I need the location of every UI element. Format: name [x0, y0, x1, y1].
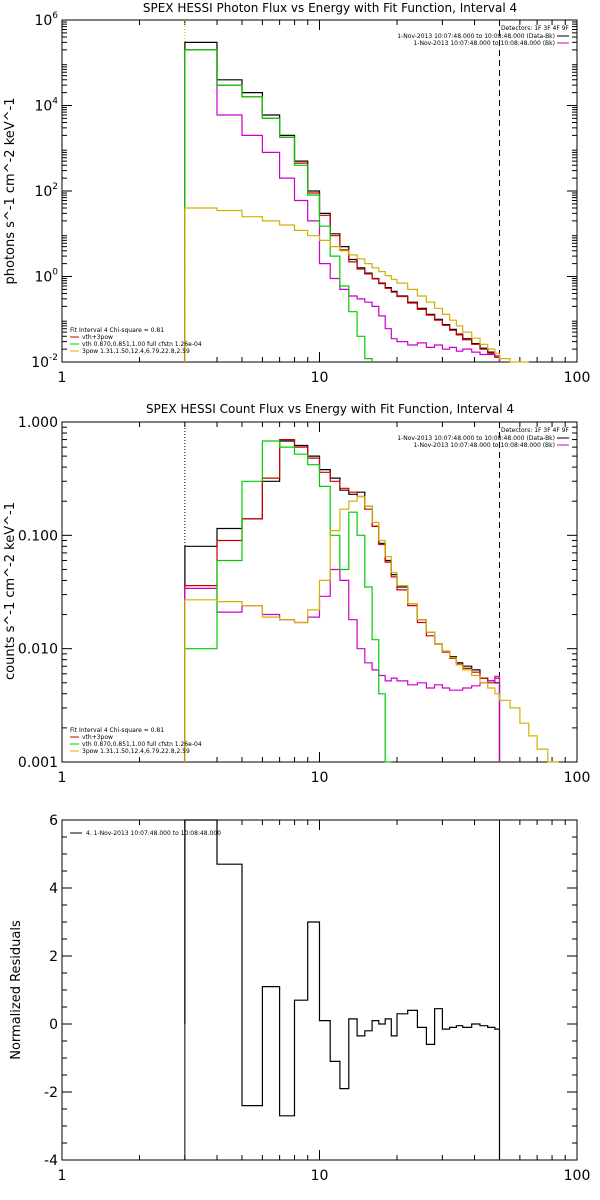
legend-detectors: Detectors: 1F 3F 4F 9F	[501, 25, 570, 32]
x-tick-label: 1	[58, 770, 67, 786]
x-tick-label: 1	[58, 1168, 67, 1184]
x-tick-label: 10	[311, 770, 329, 786]
y-axis-label: counts s^-1 cm^-2 keV^-1	[3, 502, 18, 680]
y-tick-label: 6	[49, 813, 58, 829]
count-flux-panel: SPEX HESSI Count Flux vs Energy with Fit…	[3, 402, 590, 786]
series-line	[184, 495, 559, 763]
y-tick-label: 104	[34, 97, 58, 115]
legend-entry: vth+3pow	[82, 734, 113, 741]
legend-entry: vth+3pow	[82, 334, 113, 341]
series-line	[184, 568, 501, 762]
x-tick-label: 100	[564, 1168, 591, 1184]
legend-entry: 1-Nov-2013 10:07:48.000 to 10:08:48.000 …	[397, 33, 555, 40]
y-tick-label: 10-2	[31, 353, 58, 371]
legend-entry: vth 0.870,0.851,1.00 full cfstn 1.26e-04	[82, 341, 202, 348]
series-line	[184, 49, 501, 362]
y-tick-label: 4	[49, 881, 58, 897]
y-tick-label: 1.000	[18, 415, 58, 431]
legend-fit-header: Fit Interval 4 Chi-square = 0.81	[70, 727, 164, 734]
legend-entry: 3pow 1.31,1.50,12.4,6.79,22.8,2.59	[82, 748, 190, 755]
y-tick-label: 106	[34, 11, 58, 29]
y-tick-label: 102	[34, 182, 58, 200]
residuals-panel: Normalized Residuals 1 10 100 -4 -2 0 2 4 6 4. 1-…	[9, 813, 590, 1184]
series-line	[184, 49, 501, 362]
legend-entry: vth 0.870,0.851,1.00 full cfstn 1.26e-04	[82, 741, 202, 748]
legend-entry: 1-Nov-2013 10:07:48.000 to 10:08:48.000 …	[397, 435, 555, 442]
series-line	[184, 819, 501, 1160]
series-line	[184, 207, 529, 363]
chart-title: SPEX HESSI Count Flux vs Energy with Fit…	[146, 402, 514, 416]
legend-entry: 1-Nov-2013 10:07:48.000 to 10:08:48.000 …	[413, 442, 555, 449]
y-tick-label: 0	[49, 1017, 58, 1033]
series-line	[184, 439, 501, 762]
y-tick-label: 100	[34, 268, 58, 286]
x-tick-label: 1	[58, 370, 67, 386]
legend-entry: 3pow 1.31,1.50,12.4,6.79,22.8,2.59	[82, 348, 190, 355]
y-tick-label: 0.001	[18, 755, 58, 771]
series-line	[184, 440, 392, 763]
y-tick-label: 2	[49, 949, 58, 965]
series-line	[184, 49, 373, 362]
x-tick-label: 10	[311, 1168, 329, 1184]
y-tick-label: 0.010	[18, 642, 58, 658]
y-axis-label: Normalized Residuals	[9, 920, 24, 1060]
legend-fit-header: Fit Interval 4 Chi-square = 0.81	[70, 327, 164, 334]
photon-flux-panel: SPEX HESSI Photon Flux vs Energy with Fi…	[3, 1, 590, 386]
legend-entry: 1-Nov-2013 10:07:48.000 to 10:08:48.000 …	[413, 40, 555, 47]
legend-detectors: Detectors: 1F 3F 4F 9F	[501, 427, 570, 434]
chart-title: SPEX HESSI Photon Flux vs Energy with Fi…	[143, 1, 517, 15]
y-tick-label: -4	[44, 1153, 58, 1169]
y-tick-label: 0.100	[18, 528, 58, 544]
series-line	[184, 41, 501, 362]
y-tick-label: -2	[44, 1085, 58, 1101]
x-tick-label: 100	[564, 370, 591, 386]
x-tick-label: 10	[311, 370, 329, 386]
legend-entry: 4. 1-Nov-2013 10:07:48.000 to 10:08:48.0…	[86, 830, 221, 837]
x-tick-label: 100	[564, 770, 591, 786]
y-axis-label: photons s^-1 cm^-2 keV^-1	[3, 97, 18, 284]
